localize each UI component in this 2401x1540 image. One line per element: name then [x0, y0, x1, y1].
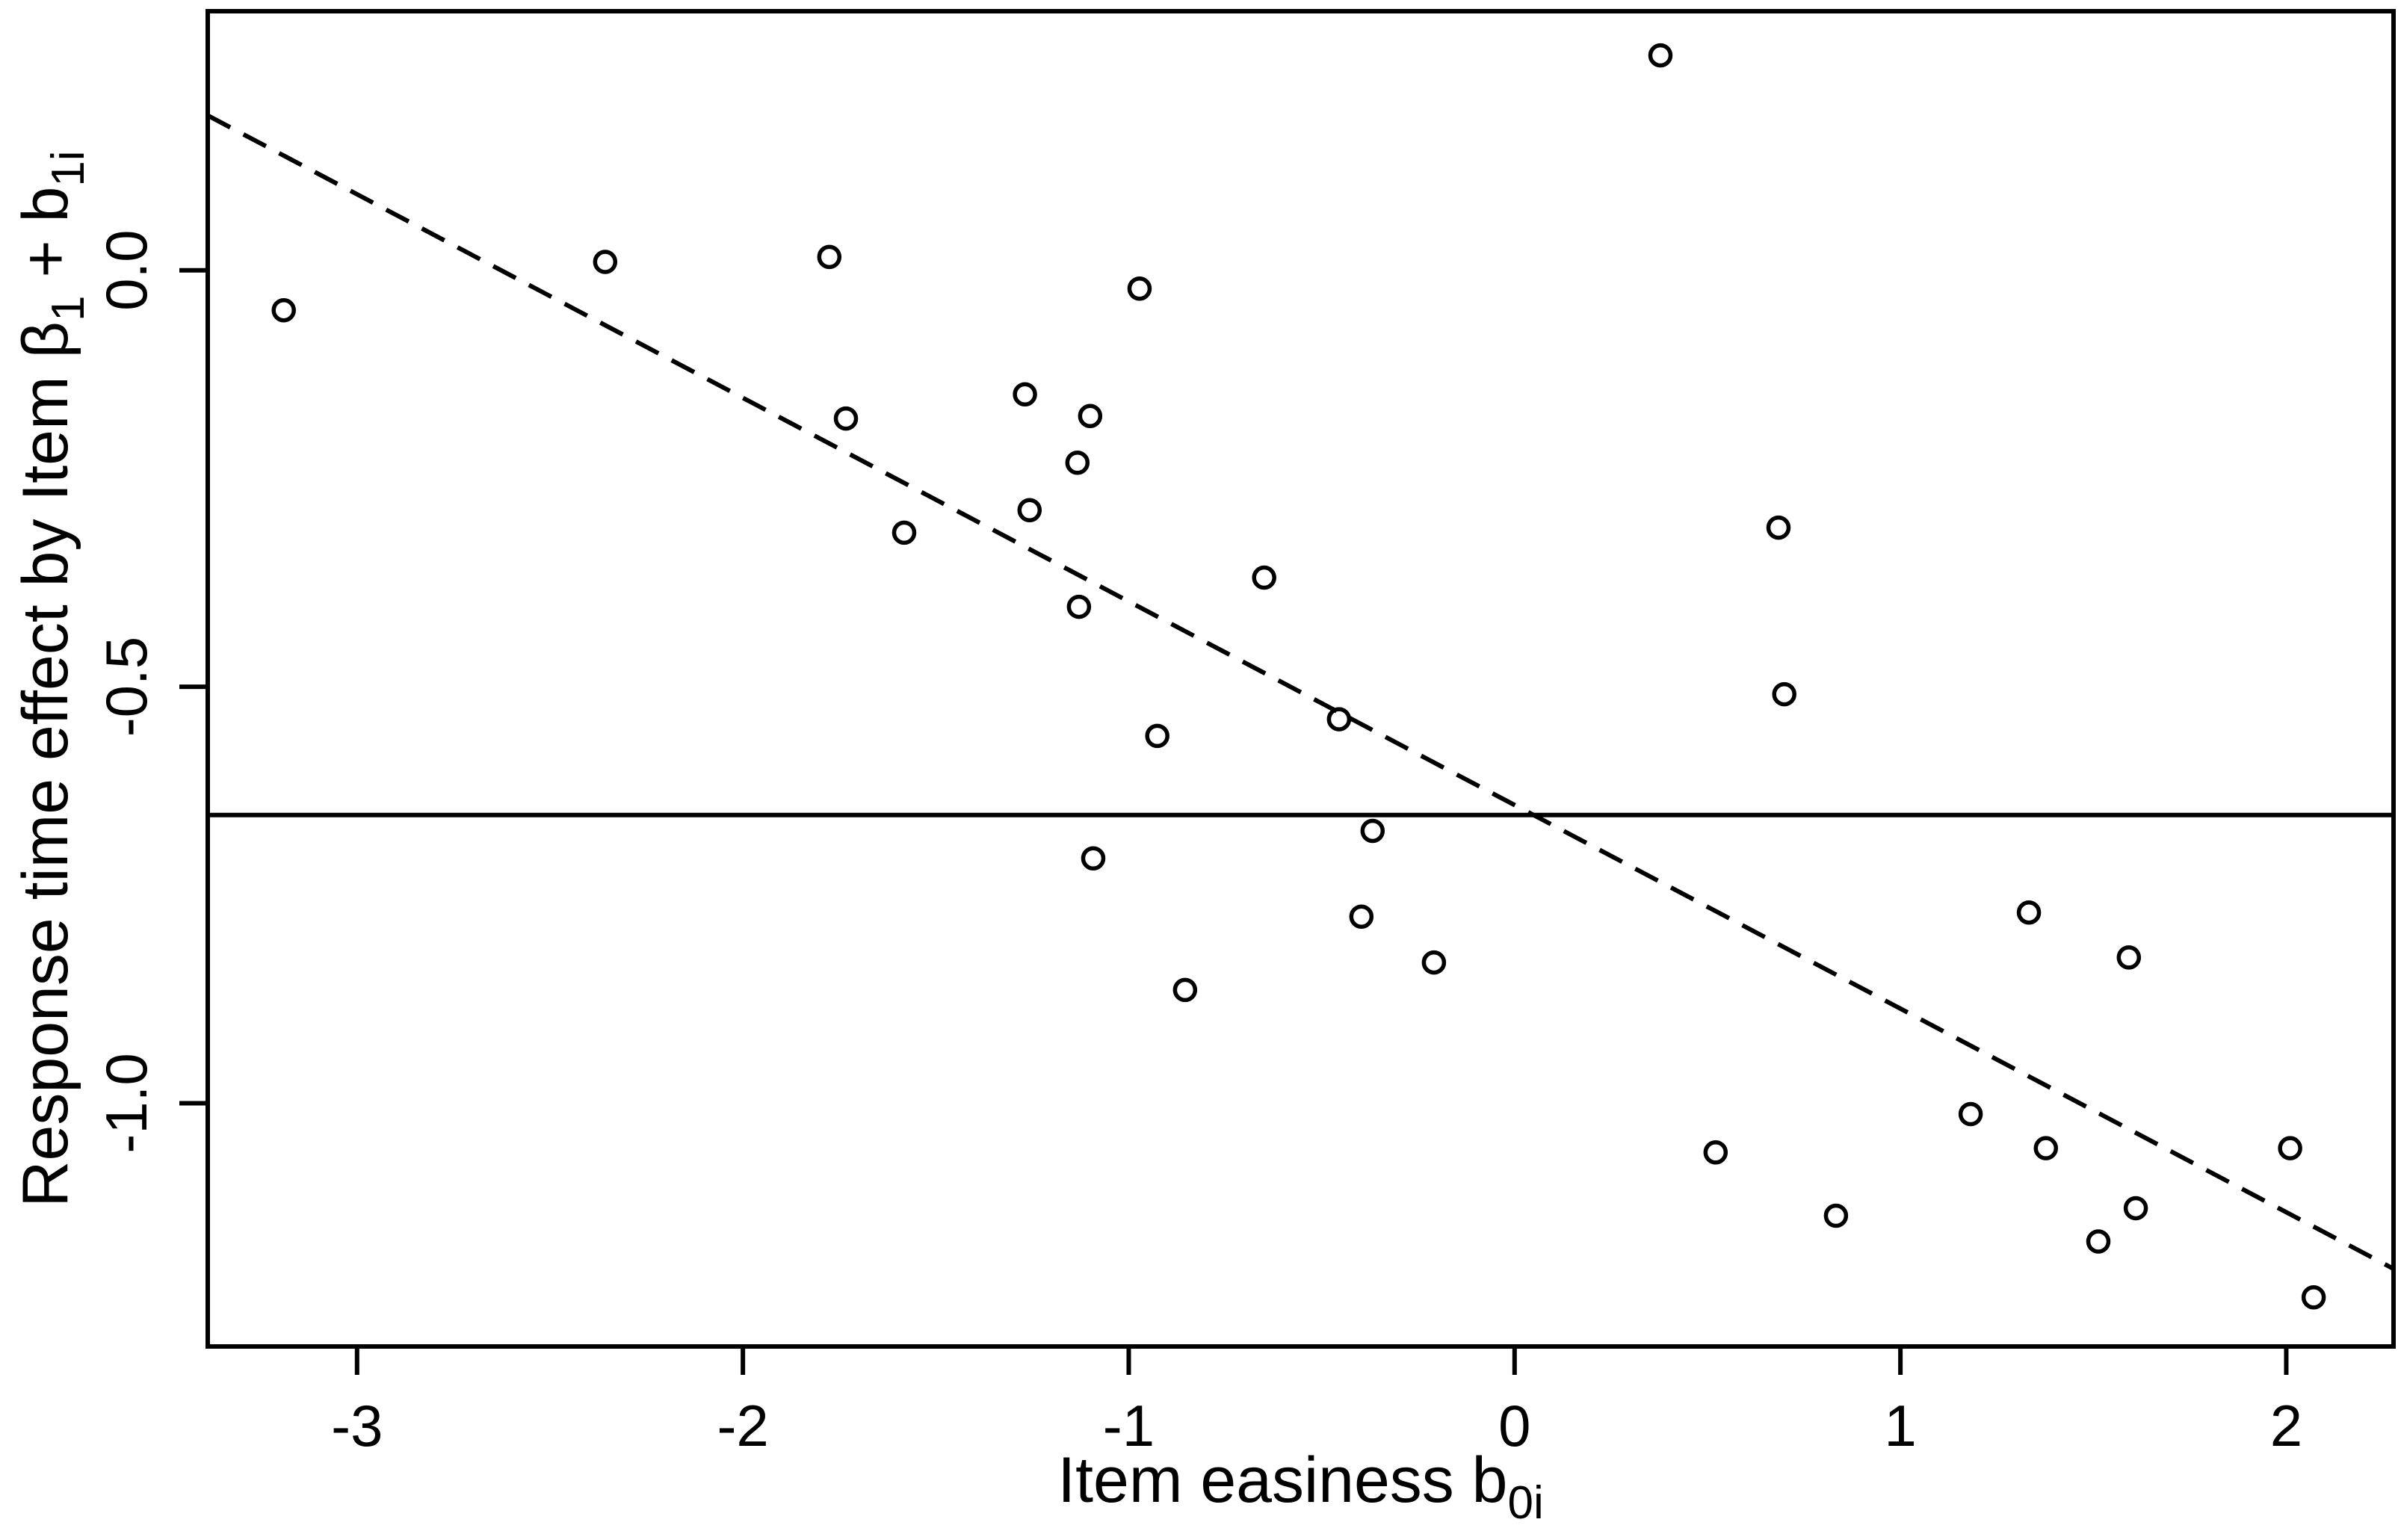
axis-title-text: Item easiness	[1057, 1444, 1471, 1516]
x-tick-label: 0	[1498, 1393, 1530, 1459]
x-tick-label: -1	[1103, 1393, 1155, 1459]
data-point	[1172, 977, 1198, 1003]
x-tick-label: -2	[717, 1393, 768, 1459]
data-point	[1360, 818, 1385, 844]
data-point	[2116, 945, 2142, 970]
data-point	[2086, 1229, 2111, 1254]
data-point	[2301, 1284, 2326, 1310]
data-point	[1823, 1203, 1849, 1228]
data-point	[817, 244, 842, 270]
x-axis-title: Item easiness b0i	[1057, 1444, 1544, 1529]
x-tick-label: 1	[1884, 1393, 1916, 1459]
data-point	[1349, 904, 1374, 930]
axis-title-subscript: 0i	[1508, 1477, 1544, 1529]
data-point	[833, 406, 859, 431]
data-point	[1078, 403, 1103, 429]
axis-title-text: +	[10, 223, 81, 296]
x-tick-label: 2	[2270, 1393, 2302, 1459]
data-point	[1326, 707, 1352, 732]
regression-dashed-line	[206, 113, 2395, 1271]
data-point	[1066, 594, 1092, 619]
data-point	[1252, 565, 1276, 590]
data-point	[271, 297, 296, 323]
data-point	[1703, 1140, 1728, 1165]
y-tick-label: -1.0	[93, 1053, 159, 1153]
y-tick-label: -0.5	[93, 637, 159, 737]
data-point	[2016, 900, 2042, 925]
axis-title-text: b	[1472, 1444, 1508, 1516]
axis-title-text: Response time effect by Item	[10, 359, 81, 1207]
data-point	[1958, 1101, 1983, 1127]
y-tick-label: 0.0	[93, 229, 159, 310]
data-point	[1421, 950, 1447, 975]
data-point	[1017, 498, 1042, 523]
axis-title-subscript: 1i	[43, 150, 94, 186]
data-point	[1145, 723, 1169, 749]
data-point	[1766, 515, 1791, 540]
x-tick-label: -3	[331, 1393, 383, 1459]
axis-title-subscript: 1	[43, 296, 94, 321]
data-point	[1127, 276, 1152, 301]
data-point	[1065, 450, 1090, 475]
data-point	[1013, 382, 1037, 407]
data-point	[593, 250, 618, 274]
data-point	[2033, 1136, 2059, 1160]
data-point	[2278, 1136, 2302, 1160]
data-point	[1648, 43, 1673, 68]
data-point	[892, 520, 917, 545]
data-point	[2123, 1196, 2148, 1221]
data-point	[1772, 681, 1796, 707]
axis-title-text: β	[10, 321, 81, 358]
y-axis-title: Response time effect by Item β1 + b1i	[10, 150, 94, 1207]
data-point	[1081, 846, 1106, 870]
axis-title-text: b	[10, 187, 81, 223]
plot-border	[206, 9, 2396, 1349]
